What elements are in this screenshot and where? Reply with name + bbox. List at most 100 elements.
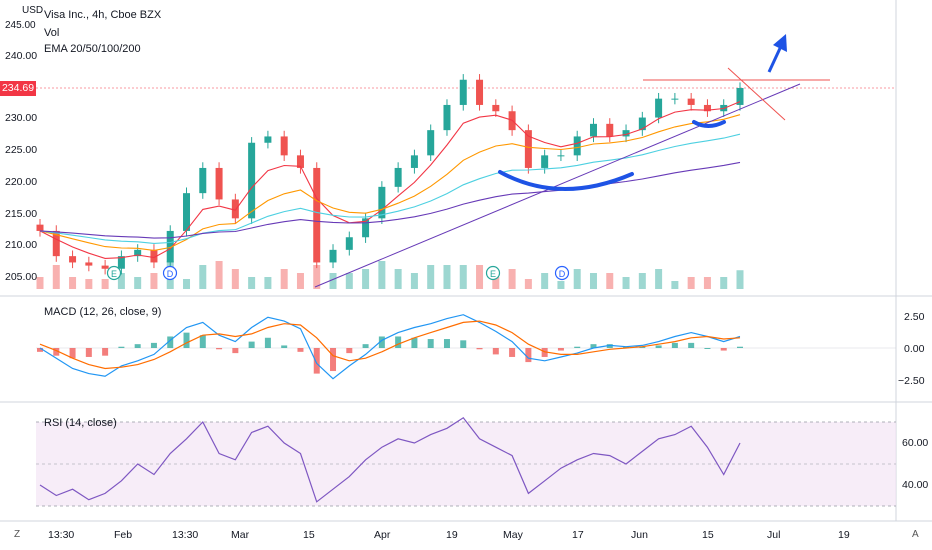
macd-histogram-bar: [460, 340, 467, 348]
macd-histogram-bar: [688, 342, 695, 348]
ema-200-line: [39, 161, 741, 239]
candle-body: [150, 249, 158, 263]
candle-body: [703, 104, 711, 112]
candle-body: [183, 193, 191, 231]
volume-bar: [671, 281, 679, 289]
volume-bar: [280, 269, 288, 289]
candle-body: [329, 249, 337, 263]
volume-bar: [199, 265, 207, 289]
macd-histogram-bar: [346, 348, 353, 354]
candle-body: [264, 136, 272, 143]
candle-body: [459, 79, 467, 105]
macd-histogram-bar: [443, 339, 450, 348]
macd-histogram-bar: [704, 348, 711, 349]
svg-text:D: D: [559, 269, 566, 279]
svg-text:E: E: [111, 269, 117, 279]
volume-bar: [720, 277, 728, 289]
macd-histogram-bar: [509, 348, 516, 357]
ema-legend[interactable]: EMA 20/50/100/200: [44, 43, 141, 55]
macd-legend[interactable]: MACD (12, 26, close, 9): [44, 306, 162, 318]
macd-histogram-bar: [150, 342, 157, 348]
cup-arc-small[interactable]: [692, 120, 726, 128]
up-arrow-icon[interactable]: [767, 34, 787, 73]
candle-body: [671, 98, 679, 100]
volume-bar: [329, 273, 337, 289]
symbol-title[interactable]: Visa Inc., 4h, Cboe BZX: [44, 9, 162, 21]
volume-bar: [638, 273, 646, 289]
earnings-marker[interactable]: E: [485, 265, 501, 281]
macd-histogram-bar: [655, 345, 662, 348]
rsi-line: [39, 416, 741, 503]
candle-body: [378, 186, 386, 219]
volume-bar: [476, 265, 484, 289]
dividend-marker[interactable]: D: [554, 265, 570, 281]
candle-body: [394, 167, 402, 187]
macd-histogram-bar: [427, 339, 434, 348]
time-tick: Feb: [114, 529, 133, 541]
macd-histogram-bar: [720, 348, 727, 351]
time-tick: Jun: [631, 529, 648, 541]
price-tick: 230.00: [5, 112, 38, 124]
timezone-button[interactable]: Z: [14, 529, 21, 540]
macd-histogram-bar: [167, 336, 174, 348]
macd-tick: 0.00: [904, 343, 925, 355]
time-tick: 17: [572, 529, 584, 541]
volume-bar: [492, 277, 500, 289]
macd-histogram-bar: [118, 346, 125, 348]
volume-bar: [459, 265, 467, 289]
macd-histogram-bar: [297, 348, 304, 352]
time-tick: 13:30: [48, 529, 75, 541]
volume-bar: [703, 277, 711, 289]
volume-bar: [557, 281, 565, 289]
macd-histogram-bar: [737, 346, 743, 348]
rsi-legend[interactable]: RSI (14, close): [44, 417, 117, 429]
macd-histogram-bar: [541, 348, 548, 357]
price-tick: 205.00: [5, 271, 38, 283]
macd-histogram-bar: [37, 348, 43, 352]
candle-body: [248, 142, 256, 219]
candle-body: [736, 88, 744, 105]
currency-label[interactable]: USD: [22, 5, 44, 16]
rsi-tick: 60.00: [902, 437, 929, 449]
time-tick: 19: [446, 529, 458, 541]
volume-bar: [248, 277, 256, 289]
rsi-tick: 40.00: [902, 479, 929, 491]
macd-histogram-bar: [411, 337, 418, 348]
ema-50-line: [39, 114, 741, 251]
descending-line[interactable]: [727, 67, 786, 121]
current-price-tag: 234.69: [0, 81, 36, 96]
time-tick: 13:30: [172, 529, 199, 541]
candle-body: [638, 117, 646, 131]
volume-legend[interactable]: Vol: [44, 27, 60, 39]
macd-histogram-bar: [557, 348, 564, 351]
candle-body: [313, 167, 321, 263]
trendline[interactable]: [314, 83, 801, 288]
macd-histogram-bar: [85, 348, 92, 357]
volume-bar: [736, 270, 744, 289]
candle-body: [199, 167, 207, 194]
price-tick: 210.00: [5, 239, 38, 251]
cup-arc-large[interactable]: [498, 170, 634, 191]
volume-bar: [36, 277, 44, 289]
macd-tick: −2.50: [898, 375, 925, 387]
volume-bar: [345, 273, 353, 289]
volume-bar: [101, 279, 109, 289]
candle-body: [476, 79, 484, 105]
earnings-marker[interactable]: E: [106, 265, 122, 281]
candle-body: [622, 130, 630, 137]
macd-histogram-bar: [134, 344, 141, 348]
volume-bar: [508, 269, 516, 289]
candle-body: [606, 123, 614, 137]
candle-body: [573, 136, 581, 156]
macd-histogram-bar: [492, 348, 499, 355]
macd-histogram-bar: [69, 348, 76, 359]
volume-bar: [134, 277, 142, 289]
auto-scale-button[interactable]: A: [912, 529, 919, 540]
svg-text:E: E: [490, 269, 496, 279]
time-tick: 15: [702, 529, 714, 541]
candle-body: [85, 262, 93, 266]
macd-histogram-bar: [183, 332, 190, 348]
volume-bar: [541, 273, 549, 289]
dividend-marker[interactable]: D: [162, 265, 178, 281]
